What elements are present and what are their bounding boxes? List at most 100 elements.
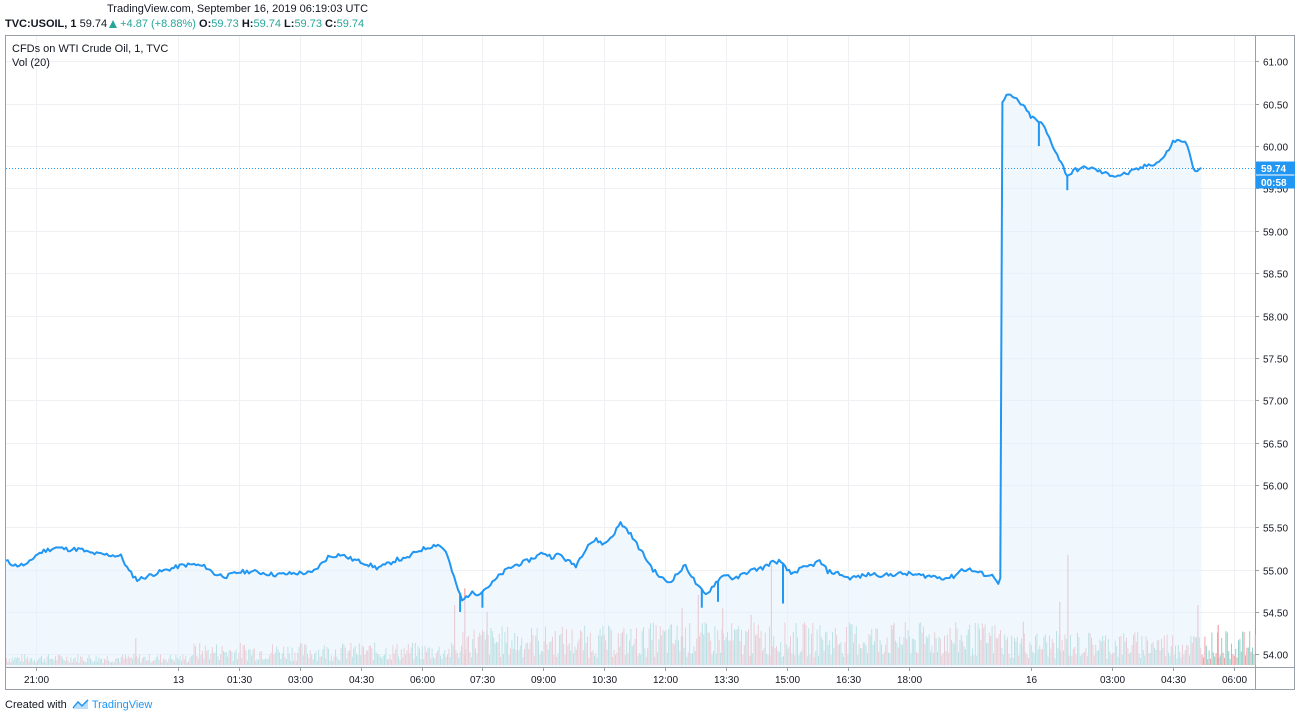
volume-bar (1224, 657, 1225, 665)
volume-bar (1245, 655, 1246, 665)
volume-bar (1242, 631, 1244, 665)
price-badge: 59.74 00:58 (1256, 161, 1295, 189)
y-tick-label: 59.50 (1263, 185, 1288, 196)
volume-bar (1204, 636, 1206, 665)
y-tick-label: 54.50 (1263, 609, 1288, 620)
volume-bar (1228, 651, 1230, 665)
x-tick-label: 06:00 (410, 675, 435, 686)
time-axis[interactable]: 21:00 13 01:30 03:00 04:30 06:00 07:30 09:00 10:… (24, 667, 1247, 686)
x-tick-label: 03:00 (1100, 675, 1125, 686)
volume-bar (1253, 654, 1255, 665)
high-label: H: (241, 18, 254, 30)
volume-bar (1207, 658, 1209, 665)
x-tick-label: 06:00 (1222, 675, 1247, 686)
close-label: C: (325, 18, 337, 30)
x-tick-label: 16:30 (836, 675, 861, 686)
x-tick-label: 13:30 (714, 675, 739, 686)
footer[interactable]: Created with TradingView (5, 699, 152, 711)
y-tick-label: 56.50 (1263, 440, 1288, 451)
volume-bar (1221, 637, 1223, 665)
volume-bar (1232, 654, 1234, 665)
x-tick-label: 18:00 (897, 675, 922, 686)
low-label: L: (284, 18, 295, 30)
x-tick-label: 01:30 (227, 675, 252, 686)
x-tick-label: 07:30 (470, 675, 495, 686)
y-tick-label: 57.50 (1263, 355, 1288, 366)
volume-bar (1231, 643, 1232, 665)
footer-brand: TradingView (91, 699, 153, 711)
price-chart[interactable]: 61.00 60.50 60.00 59.50 59.00 58.50 58.00 57.50… (5, 35, 1295, 690)
volume-bar (1211, 632, 1213, 665)
open-value: 59.73 (211, 18, 239, 30)
volume-bar (1214, 656, 1216, 665)
x-tick-label: 03:00 (288, 675, 313, 686)
volume-bar (1236, 657, 1238, 665)
x-tick-label: 12:00 (653, 675, 678, 686)
price-axis[interactable]: 61.00 60.50 60.00 59.50 59.00 58.50 58.00 57.50… (1255, 58, 1288, 662)
volume-bar (1238, 640, 1239, 665)
x-tick-label: 21:00 (24, 675, 49, 686)
volume-bar (1219, 655, 1221, 665)
x-tick-label: 04:30 (349, 675, 374, 686)
last-price: 59.74 (79, 18, 108, 30)
volume-bar (1222, 652, 1224, 665)
y-tick-label: 57.00 (1263, 397, 1288, 408)
x-tick-label: 13 (173, 675, 185, 686)
last-price-badge (1256, 161, 1295, 175)
volume-bar (1215, 653, 1217, 665)
footer-prefix: Created with (5, 699, 67, 711)
y-tick-label: 58.50 (1263, 270, 1288, 281)
volume-bar (1218, 657, 1220, 665)
y-tick-label: 58.00 (1263, 313, 1288, 324)
volume-bar (1229, 658, 1231, 665)
volume-bar (1250, 651, 1252, 665)
volume-bar (1243, 632, 1245, 665)
x-tick-label: 10:30 (592, 675, 617, 686)
open-label: O: (199, 18, 212, 30)
volume-bar (1254, 634, 1256, 665)
x-tick-label: 09:00 (531, 675, 556, 686)
x-tick-label: 04:30 (1161, 675, 1186, 686)
close-value: 59.74 (336, 18, 365, 30)
price-area-fill (6, 94, 1202, 667)
x-tick-label: 15:00 (775, 675, 800, 686)
y-tick-label: 56.00 (1263, 482, 1288, 493)
volume-bar (1233, 655, 1235, 665)
y-tick-label: 55.00 (1263, 567, 1288, 578)
high-value: 59.74 (253, 18, 281, 30)
volume-bar (1240, 651, 1242, 665)
legend-title: CFDs on WTI Crude Oil, 1, TVC (12, 43, 168, 55)
volume-spike (1217, 625, 1219, 665)
chart-pane[interactable]: 61.00 60.50 60.00 59.50 59.00 58.50 58.00 57.50… (5, 35, 1295, 690)
volume-bar (1247, 647, 1249, 665)
symbol-label[interactable]: TVC:USOIL, 1 (5, 18, 77, 30)
volume-bar (1208, 650, 1210, 665)
x-tick-label: 16 (1026, 675, 1038, 686)
price-area (5, 93, 1255, 667)
price-change: +4.87 (+8.88%) (120, 18, 196, 30)
y-tick-label: 60.50 (1263, 101, 1288, 112)
volume-bar (1205, 645, 1207, 665)
volume-bar (1217, 632, 1218, 665)
legend-volume: Vol (20) (12, 57, 50, 69)
volume-bar (1249, 631, 1251, 665)
source-line: TradingView.com, September 16, 2019 06:1… (107, 3, 369, 15)
volume-bar (1226, 632, 1228, 665)
volume-bar (1246, 647, 1248, 665)
price-line (5, 93, 1202, 602)
low-value: 59.73 (294, 18, 322, 30)
y-tick-label: 59.00 (1263, 228, 1288, 239)
y-tick-label: 61.00 (1263, 58, 1288, 69)
volume-bar (1252, 647, 1253, 665)
last-price-badge-text: 59.74 (1261, 164, 1286, 175)
volume-bar (1225, 631, 1227, 665)
up-arrow-icon (109, 20, 118, 28)
volume-bar (1203, 657, 1204, 665)
volume-bar (1212, 652, 1214, 665)
countdown-badge-text: 00:58 (1261, 178, 1287, 189)
volume-bar (1239, 638, 1241, 665)
volume-bar (1235, 648, 1237, 665)
y-tick-label: 55.50 (1263, 524, 1288, 535)
volume-bar (1210, 658, 1211, 665)
volume-bar (1201, 654, 1203, 665)
